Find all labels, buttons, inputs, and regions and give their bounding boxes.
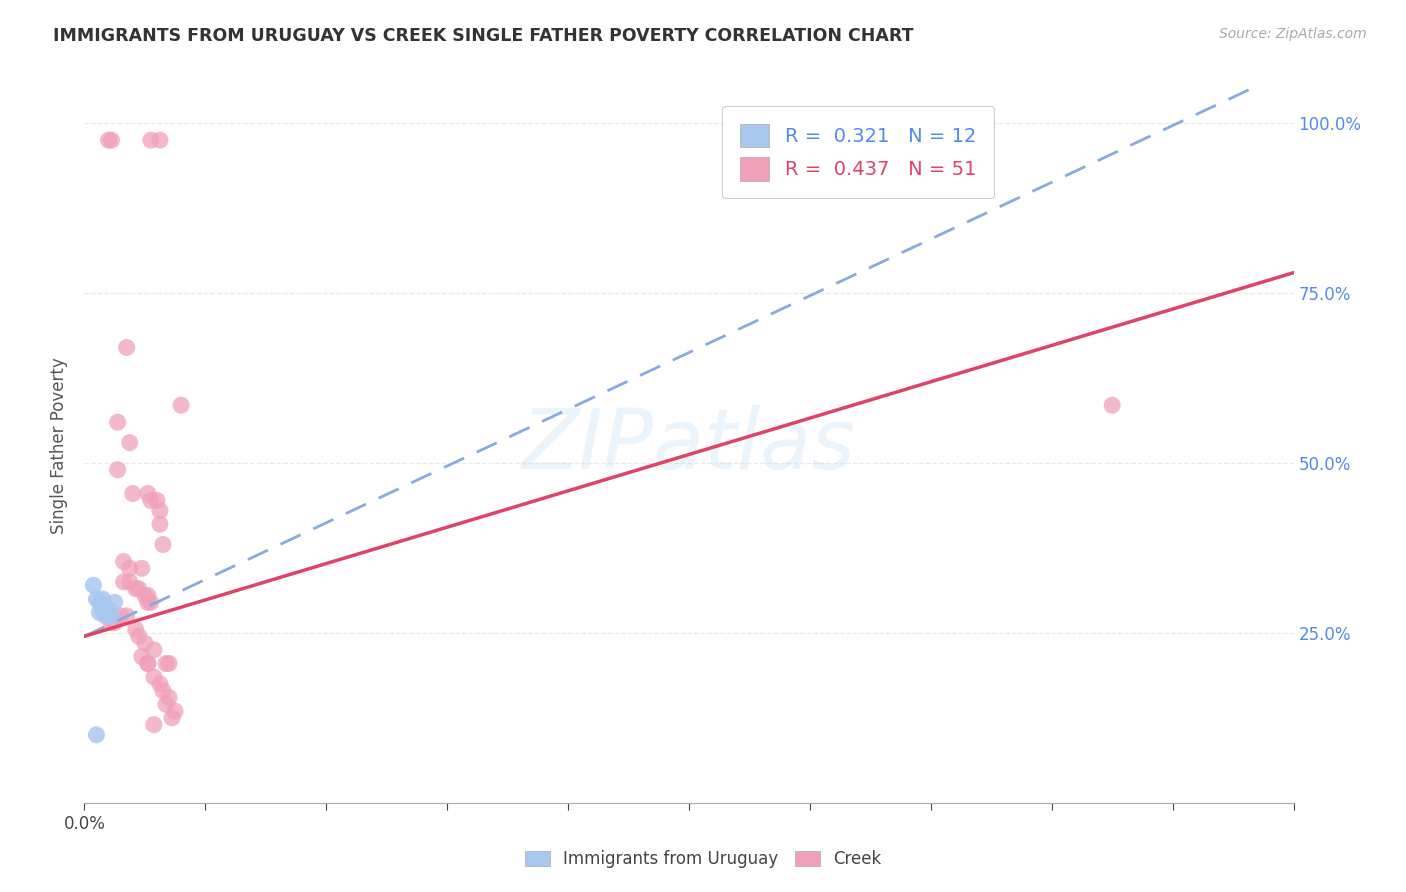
Point (107, 463, 129, 477)
Point (86, 591, 108, 606)
Point (118, 561, 141, 575)
Point (107, 415, 129, 429)
Point (112, 555, 135, 569)
Point (136, 595, 159, 609)
Point (118, 435, 141, 450)
Point (100, 615, 122, 630)
Point (149, 517, 172, 532)
Point (152, 537, 174, 551)
Point (94, 608, 117, 623)
Text: ZIPatlas: ZIPatlas (522, 406, 856, 486)
Point (155, 698, 177, 712)
Point (136, 486, 159, 500)
Text: Source: ZipAtlas.com: Source: ZipAtlas.com (1219, 27, 1367, 41)
Point (125, 623, 148, 637)
Point (104, 615, 127, 630)
Point (131, 649, 153, 664)
Point (139, 133, 162, 147)
Point (131, 561, 153, 575)
Point (136, 589, 159, 603)
Point (100, 608, 122, 623)
Point (112, 574, 135, 589)
Point (142, 643, 165, 657)
Point (100, 133, 122, 147)
Legend: R =  0.321   N = 12, R =  0.437   N = 51: R = 0.321 N = 12, R = 0.437 N = 51 (723, 106, 994, 198)
Point (125, 582, 148, 596)
Point (110, 608, 132, 623)
Y-axis label: Single Father Poverty: Single Father Poverty (51, 358, 69, 534)
Point (104, 595, 127, 609)
Point (89, 606, 111, 620)
Point (136, 657, 159, 671)
Point (121, 486, 143, 500)
Point (91, 591, 114, 606)
Point (142, 717, 165, 731)
Point (139, 595, 162, 609)
Point (142, 670, 165, 684)
Legend: Immigrants from Uruguay, Creek: Immigrants from Uruguay, Creek (517, 844, 889, 875)
Point (128, 582, 150, 596)
Point (89, 595, 111, 609)
Point (136, 657, 159, 671)
Point (128, 629, 150, 643)
Point (1101, 398, 1123, 412)
Point (134, 636, 156, 650)
Point (149, 133, 172, 147)
Point (149, 503, 172, 517)
Point (97, 133, 120, 147)
Point (160, 711, 183, 725)
Point (134, 589, 156, 603)
Point (94, 602, 117, 616)
Text: IMMIGRANTS FROM URUGUAY VS CREEK SINGLE FATHER POVERTY CORRELATION CHART: IMMIGRANTS FROM URUGUAY VS CREEK SINGLE … (53, 27, 914, 45)
Point (115, 341, 138, 355)
Point (97, 606, 120, 620)
Point (149, 677, 172, 691)
Point (146, 493, 169, 508)
Point (165, 704, 187, 718)
Point (157, 690, 180, 705)
Point (82, 578, 104, 592)
Point (152, 683, 174, 698)
Point (97, 602, 120, 616)
Point (94, 602, 117, 616)
Point (157, 657, 180, 671)
Point (115, 608, 138, 623)
Point (86, 728, 108, 742)
Point (139, 493, 162, 508)
Point (91, 602, 114, 616)
Point (170, 398, 193, 412)
Point (155, 657, 177, 671)
Point (118, 574, 141, 589)
